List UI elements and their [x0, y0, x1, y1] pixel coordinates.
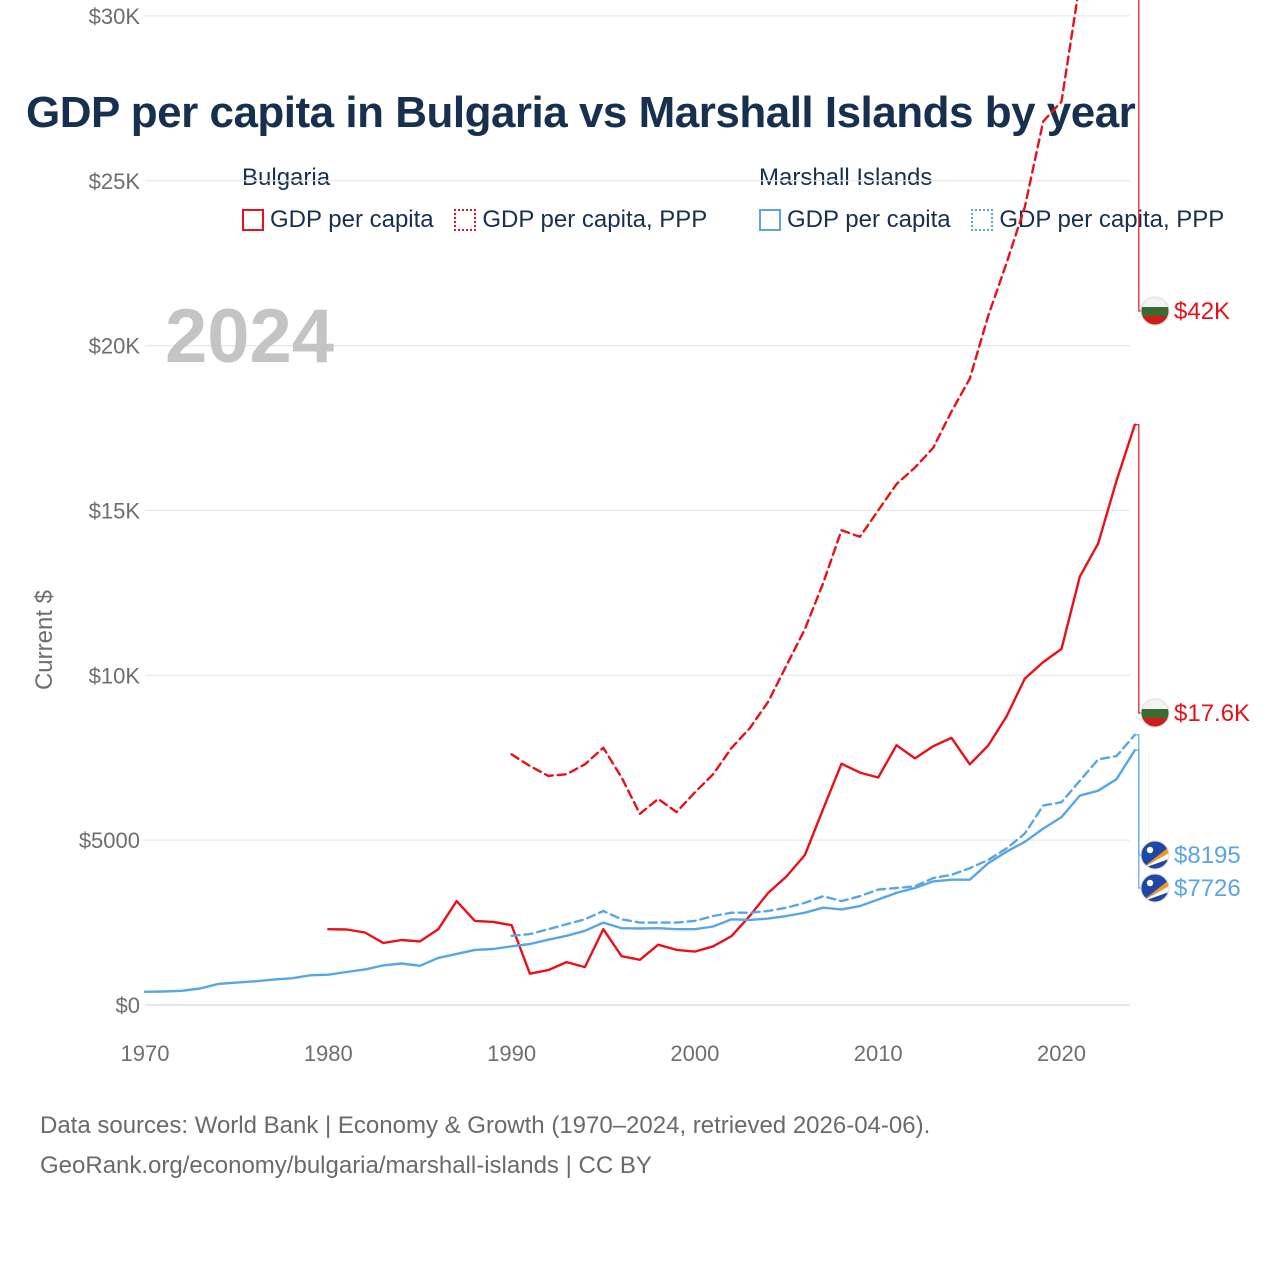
series-line: [327, 423, 1136, 975]
y-tick-label: $0: [116, 993, 140, 1018]
flag-stripe: [1141, 709, 1169, 718]
flag-stripe: [1141, 316, 1169, 325]
y-tick-label: $10K: [89, 663, 141, 688]
flag-stripe: [1141, 297, 1169, 307]
gridlines: [145, 15, 1130, 1006]
flag-rim: [1140, 296, 1170, 326]
legend-swatch-dotted: [454, 209, 477, 231]
x-tick-label: 1990: [487, 1041, 536, 1066]
label-connector: [1134, 749, 1141, 889]
legend-item-label: GDP per capita, PPP: [482, 206, 708, 233]
end-labels: $42K $17.6K $8195 $7726: [1134, 0, 1250, 903]
flag-stripe: [1141, 307, 1169, 316]
x-tick-label: 1980: [304, 1041, 353, 1066]
x-tick-label: 2020: [1037, 1041, 1086, 1066]
legend-item-label: GDP per capita: [787, 206, 951, 233]
flag-star: [1146, 846, 1154, 854]
attribution-link[interactable]: GeoRank.org/economy/bulgaria/marshall-is…: [40, 1152, 652, 1179]
x-axis-ticks: 1970 1980 1990 2000 2010 2020: [121, 1041, 1086, 1066]
x-tick-label: 2000: [670, 1041, 719, 1066]
flag-ray: [1141, 847, 1169, 869]
label-connector: [1134, 424, 1141, 714]
series-line: [510, 0, 1079, 815]
flag-ray: [1141, 886, 1169, 902]
footer: Data sources: World Bank | Economy & Gro…: [40, 1106, 930, 1186]
flag-fill: [1141, 841, 1169, 869]
flag-rim: [1140, 873, 1170, 903]
legend-item-marshall-gdp[interactable]: GDP per capita: [759, 206, 951, 234]
marshall-islands-flag-icon: [1140, 873, 1170, 903]
legend-country-label: Bulgaria: [242, 164, 331, 191]
legend-item-label: GDP per capita, PPP: [999, 206, 1225, 233]
flag-stripe: [1141, 699, 1169, 709]
legend-bulgaria: Bulgaria GDP per capita GDP per capita, …: [242, 164, 721, 234]
chart-title: GDP per capita in Bulgaria vs Marshall I…: [26, 88, 1136, 137]
data-source-note: Data sources: World Bank | Economy & Gro…: [40, 1112, 931, 1139]
flag-ray: [1141, 853, 1169, 869]
y-tick-label: $30K: [89, 4, 141, 29]
legend-country-label: Marshall Islands: [759, 164, 933, 191]
series-lines: [143, 0, 1136, 993]
y-tick-label: $20K: [89, 334, 141, 359]
label-connector: [1138, 0, 1141, 312]
legend-swatch-solid: [242, 209, 264, 231]
flag-star: [1146, 879, 1154, 887]
y-tick-label: $5000: [79, 828, 140, 853]
legend-marshall-islands: Marshall Islands GDP per capita GDP per …: [759, 164, 1224, 234]
flag-fill: [1141, 699, 1169, 727]
end-value-label: $17.6K: [1174, 700, 1250, 727]
flag-ray: [1141, 880, 1169, 902]
flag-stripe: [1141, 718, 1169, 727]
y-axis-ticks: $0$5000$10K$15K$20K$25K$30K$35K$40K: [79, 4, 141, 1018]
legend-item-label: GDP per capita: [270, 206, 434, 233]
legend-item-bulgaria-gdp-ppp[interactable]: GDP per capita, PPP: [454, 206, 707, 234]
series-line: [143, 749, 1136, 993]
legend-item-bulgaria-gdp[interactable]: GDP per capita: [242, 206, 434, 234]
y-tick-label: $15K: [89, 498, 141, 523]
end-value-label: $7726: [1174, 875, 1241, 902]
x-tick-label: 2010: [854, 1041, 903, 1066]
flag-fill: [1141, 297, 1169, 325]
legend-swatch-dotted: [971, 209, 994, 231]
legend-swatch-solid: [759, 209, 781, 231]
end-value-label: $42K: [1174, 298, 1230, 325]
label-connector: [1134, 734, 1141, 856]
y-tick-label: $25K: [89, 169, 141, 194]
marshall-islands-flag-icon: [1140, 840, 1170, 870]
bulgaria-flag-icon: [1140, 296, 1170, 326]
series-line: [510, 733, 1136, 937]
bulgaria-flag-icon: [1140, 698, 1170, 728]
year-watermark: 2024: [165, 294, 334, 379]
legend-item-marshall-gdp-ppp[interactable]: GDP per capita, PPP: [971, 206, 1224, 234]
x-tick-label: 1970: [121, 1041, 170, 1066]
flag-rim: [1140, 840, 1170, 870]
end-value-label: $8195: [1174, 842, 1241, 869]
y-axis-label: Current $: [31, 590, 58, 690]
flag-rim: [1140, 698, 1170, 728]
flag-fill: [1141, 874, 1169, 902]
